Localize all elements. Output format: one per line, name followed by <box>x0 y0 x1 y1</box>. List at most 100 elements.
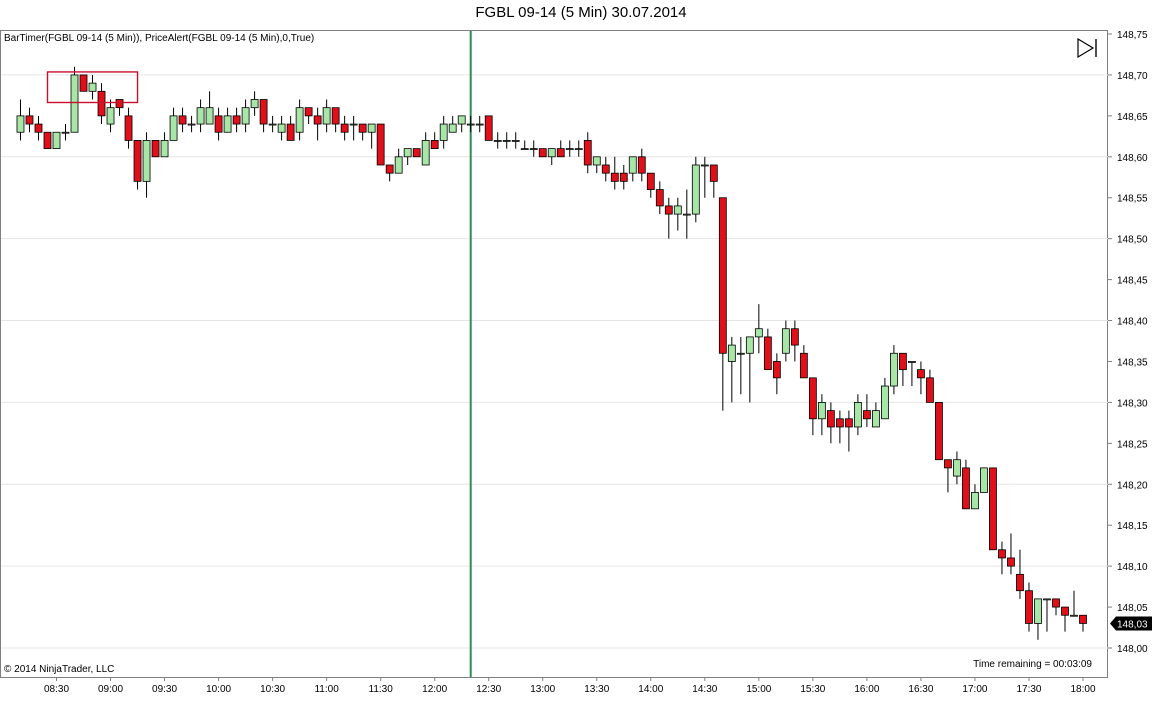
candle <box>79 74 88 92</box>
candle-body <box>736 352 745 355</box>
candle <box>619 164 628 190</box>
candle-body <box>853 401 862 428</box>
candle-body <box>151 140 160 158</box>
candle-body <box>610 172 619 182</box>
candle <box>817 394 826 436</box>
candle <box>124 107 133 149</box>
candle <box>412 148 421 158</box>
candle <box>259 99 268 133</box>
candle <box>646 172 655 198</box>
candle <box>682 189 691 239</box>
candle <box>16 99 25 141</box>
candle-body <box>619 172 628 182</box>
candle <box>917 361 925 395</box>
candle-body <box>1052 598 1060 608</box>
candle-body <box>439 123 448 141</box>
y-tick-label: 148,75 <box>1117 30 1148 41</box>
candle <box>331 107 340 133</box>
candle-body <box>844 418 853 428</box>
candle <box>349 115 358 141</box>
candle <box>1043 598 1051 632</box>
candle-body <box>826 410 835 428</box>
candle <box>1061 606 1069 632</box>
candle-body <box>358 123 367 133</box>
candle-body <box>1061 606 1069 616</box>
candle <box>61 124 70 141</box>
candle <box>871 402 880 428</box>
candle <box>745 336 754 403</box>
candle <box>1079 614 1087 632</box>
candle <box>394 148 403 174</box>
x-tick-label: 18:00 <box>1070 684 1095 695</box>
x-tick-label: 14:30 <box>692 684 717 695</box>
candle <box>826 402 835 444</box>
candle <box>989 467 997 551</box>
candle-body <box>763 336 772 371</box>
candle-body <box>223 115 232 133</box>
candle-body <box>70 74 79 133</box>
candle <box>980 467 988 493</box>
candle <box>70 66 79 133</box>
candle-body <box>547 148 556 158</box>
candle-body <box>862 410 871 420</box>
candle <box>160 132 169 158</box>
candle-body <box>601 164 610 174</box>
y-tick-label: 148,35 <box>1117 357 1148 368</box>
candle-body <box>133 140 142 182</box>
candle-body <box>709 164 718 182</box>
candle <box>853 394 862 436</box>
candle-body <box>25 115 34 125</box>
candle <box>484 115 493 141</box>
candle <box>88 74 97 100</box>
candle <box>1052 598 1060 616</box>
y-tick-label: 148,10 <box>1117 562 1148 573</box>
candle-body <box>1070 614 1078 617</box>
candle <box>511 132 520 149</box>
candle-body <box>673 205 682 215</box>
candle <box>457 115 466 133</box>
alert-layer <box>46 71 139 104</box>
x-tick-label: 17:00 <box>962 684 987 695</box>
play-to-end-icon[interactable] <box>1076 37 1100 59</box>
price-alert-box <box>46 71 139 104</box>
candle <box>421 132 430 166</box>
candle <box>313 107 322 141</box>
x-tick-label: 10:00 <box>206 684 231 695</box>
candle <box>277 115 286 141</box>
candle-body <box>214 115 223 133</box>
copyright-text: © 2014 NinjaTrader, LLC <box>4 664 115 675</box>
candle <box>520 140 529 151</box>
candle-body <box>457 115 466 125</box>
candle <box>340 115 349 141</box>
candle-body <box>520 148 529 151</box>
candle <box>439 115 448 149</box>
y-tick-label: 148,00 <box>1117 644 1148 655</box>
candle-body <box>88 82 97 92</box>
x-tick-label: 13:30 <box>584 684 609 695</box>
grid-layer <box>1 74 1108 649</box>
x-tick-label: 15:30 <box>800 684 825 695</box>
candle <box>196 99 205 133</box>
last-price-layer: 148,03 <box>1110 616 1152 631</box>
y-tick-label: 148,45 <box>1117 276 1148 287</box>
x-tick-label: 12:00 <box>422 684 447 695</box>
candle <box>844 410 853 452</box>
candle-body <box>565 148 574 151</box>
y-tick-label: 148,15 <box>1117 521 1148 532</box>
candle <box>448 115 457 133</box>
x-tick-label: 17:30 <box>1016 684 1041 695</box>
chart-frame[interactable] <box>0 30 1108 678</box>
candle <box>241 99 250 133</box>
candle <box>664 197 673 239</box>
candle-body <box>835 418 844 428</box>
x-tick-label: 16:00 <box>854 684 879 695</box>
candle-body <box>808 377 817 420</box>
candle <box>637 148 646 182</box>
candle-body <box>52 131 61 150</box>
candle-body <box>700 164 709 167</box>
candle-body <box>745 336 754 354</box>
candle <box>709 164 718 198</box>
x-tick-label: 08:30 <box>44 684 69 695</box>
candle-body <box>340 123 349 133</box>
